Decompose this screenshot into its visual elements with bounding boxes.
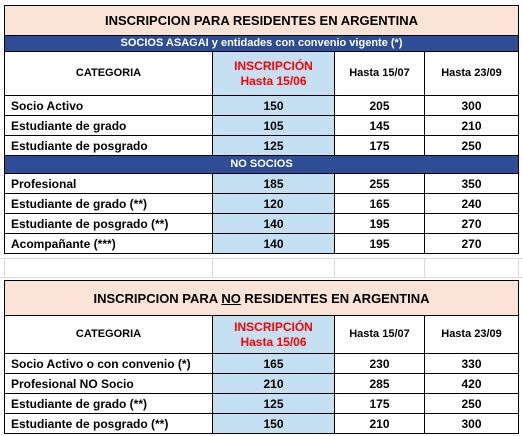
row-categoria: Estudiante de grado (**): [4, 193, 213, 214]
row-categoria: Socio Activo o con convenio (*): [4, 353, 213, 374]
row-col3-value: 210: [424, 115, 519, 136]
row-inscripcion-value: 185: [212, 173, 335, 194]
row-inscripcion-value: 105: [212, 115, 335, 136]
row-categoria: Acompañante (***): [4, 233, 213, 254]
row-categoria: Profesional NO Socio: [4, 373, 213, 394]
header-inscripcion-label: INSCRIPCIÓN: [234, 319, 313, 334]
row-col3-value: 330: [423, 353, 520, 374]
row-col2-value: 175: [334, 135, 425, 156]
row-col3-value: 250: [424, 135, 519, 156]
no-residentes-rows: Socio Activo o con convenio (*) 165 230 330…: [4, 353, 520, 434]
row-inscripcion-value: 210: [212, 373, 335, 394]
row-inscripcion-value: 165: [212, 353, 335, 374]
header-col3: Hasta 23/09: [423, 315, 520, 354]
header-inscripcion: INSCRIPCIÓN Hasta 15/06: [212, 51, 335, 96]
no-residentes-title-no: NO: [221, 290, 241, 306]
row-col2-value: 195: [334, 213, 425, 234]
no-residentes-title: INSCRIPCION PARA NO RESIDENTES EN ARGENT…: [3, 280, 520, 316]
row-col2-value: 285: [334, 373, 425, 394]
row-inscripcion-value: 150: [212, 413, 335, 434]
header-categoria: CATEGORIA: [4, 51, 213, 96]
table-row: Estudiante de grado (**) 125 175 250: [4, 393, 520, 414]
row-col2-value: 165: [334, 193, 425, 214]
row-col3-value: 350: [424, 173, 519, 194]
row-col2-value: 255: [334, 173, 425, 194]
row-col2-value: 195: [334, 233, 425, 254]
residentes-title: INSCRIPCION PARA RESIDENTES EN ARGENTINA: [4, 5, 519, 36]
row-col3-value: 240: [424, 193, 519, 214]
row-col2-value: 175: [334, 393, 425, 414]
row-col3-value: 420: [423, 373, 520, 394]
no-socios-rows: Profesional 185 255 350 Estudiante de grado …: [4, 173, 519, 254]
table-row: Socio Activo 150 205 300: [4, 95, 519, 116]
table-row: Profesional NO Socio 210 285 420: [4, 373, 520, 394]
header-inscripcion-date: Hasta 15/06: [240, 73, 307, 88]
no-residentes-table: INSCRIPCION PARA NO RESIDENTES EN ARGENT…: [3, 280, 520, 434]
header-inscripcion-date: Hasta 15/06: [240, 334, 307, 349]
header-col3: Hasta 23/09: [424, 51, 519, 96]
row-col2-value: 145: [334, 115, 425, 136]
header-inscripcion: INSCRIPCIÓN Hasta 15/06: [212, 315, 335, 354]
table-row: Estudiante de posgrado (**) 140 195 270: [4, 213, 519, 234]
row-col3-value: 270: [424, 213, 519, 234]
row-col2-value: 205: [334, 95, 425, 116]
header-categoria: CATEGORIA: [4, 315, 213, 354]
row-inscripcion-value: 125: [212, 393, 335, 414]
table-row: Estudiante de grado 105 145 210: [4, 115, 519, 136]
row-col2-value: 230: [334, 353, 425, 374]
no-residentes-title-pre: INSCRIPCION PARA: [93, 290, 222, 306]
row-inscripcion-value: 140: [212, 233, 335, 254]
row-categoria: Profesional: [4, 173, 213, 194]
row-inscripcion-value: 125: [212, 135, 335, 156]
row-inscripcion-value: 140: [212, 213, 335, 234]
sheet-gap-gridlines: [0, 258, 523, 278]
header-inscripcion-label: INSCRIPCIÓN: [234, 58, 313, 73]
row-col3-value: 300: [423, 413, 520, 434]
row-categoria: Estudiante de posgrado (**): [4, 213, 213, 234]
row-inscripcion-value: 150: [212, 95, 335, 116]
row-categoria: Estudiante de posgrado: [4, 135, 213, 156]
table-row: Acompañante (***) 140 195 270: [4, 233, 519, 254]
row-col3-value: 250: [423, 393, 520, 414]
socios-rows: Socio Activo 150 205 300 Estudiante de grado…: [4, 95, 519, 156]
table-row: Socio Activo o con convenio (*) 165 230 330: [4, 353, 520, 374]
row-categoria: Estudiante de grado: [4, 115, 213, 136]
header-col2: Hasta 15/07: [334, 51, 425, 96]
table-row: Estudiante de posgrado 125 175 250: [4, 135, 519, 156]
table-row: Estudiante de posgrado (**) 150 210 300: [4, 413, 520, 434]
row-col2-value: 210: [334, 413, 425, 434]
no-socios-band: NO SOCIOS: [4, 155, 519, 174]
header-col2: Hasta 15/07: [334, 315, 425, 354]
residentes-table: INSCRIPCION PARA RESIDENTES EN ARGENTINA…: [4, 5, 519, 254]
table-row: Estudiante de grado (**) 120 165 240: [4, 193, 519, 214]
row-col3-value: 300: [424, 95, 519, 116]
socios-band: SOCIOS ASAGAI y entidades con convenio v…: [4, 35, 519, 52]
table-row: Profesional 185 255 350: [4, 173, 519, 194]
row-col3-value: 270: [424, 233, 519, 254]
row-categoria: Socio Activo: [4, 95, 213, 116]
row-inscripcion-value: 120: [212, 193, 335, 214]
row-categoria: Estudiante de posgrado (**): [4, 413, 213, 434]
row-categoria: Estudiante de grado (**): [4, 393, 213, 414]
no-residentes-title-post: RESIDENTES EN ARGENTINA: [240, 290, 430, 306]
